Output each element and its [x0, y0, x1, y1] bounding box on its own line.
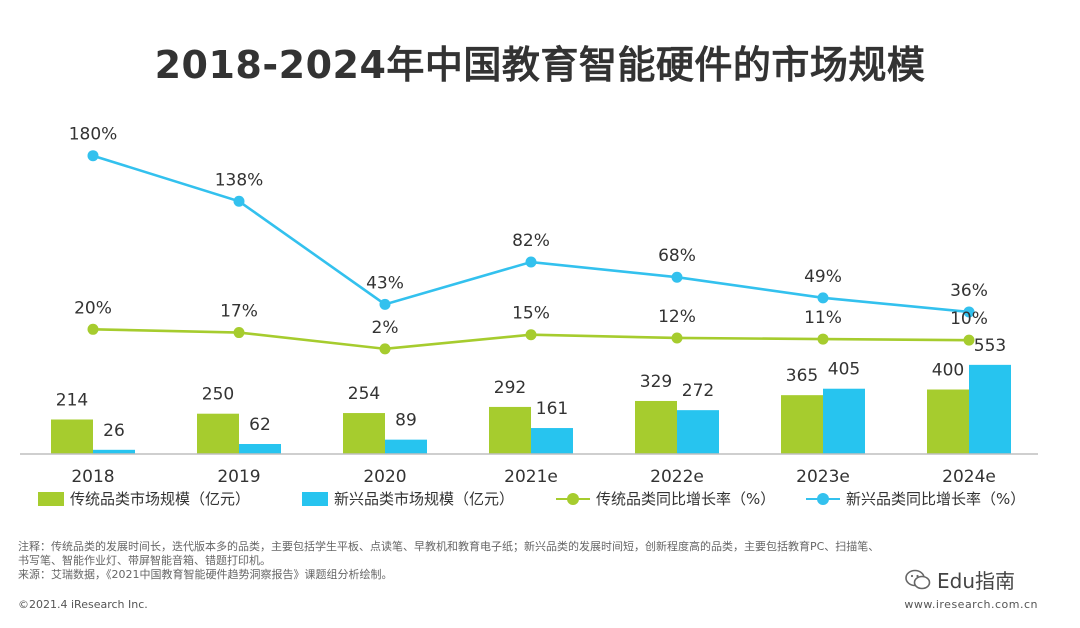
bar-traditional-2020	[343, 413, 385, 454]
legend-label: 传统品类市场规模（亿元）	[70, 490, 251, 508]
emerging-growth-label: 82%	[512, 231, 550, 251]
copyright: ©2021.4 iResearch Inc.	[18, 598, 148, 611]
bar-traditional-2021e	[489, 406, 531, 454]
bar-traditional-2024e	[927, 389, 969, 454]
bar-label-traditional: 214	[56, 391, 88, 411]
website-url: www.iresearch.com.cn	[904, 598, 1038, 611]
bar-traditional-2018	[51, 419, 93, 454]
bar-emerging-2022e	[677, 410, 719, 454]
emerging-growth-label: 36%	[950, 281, 988, 301]
emerging-growth-label: 43%	[366, 273, 404, 293]
x-tick-label: 2023e	[796, 467, 850, 487]
emerging-growth-point	[817, 292, 829, 304]
bar-label-emerging: 62	[249, 415, 271, 435]
bar-label-emerging: 161	[536, 399, 568, 419]
emerging-growth-point	[379, 298, 391, 310]
watermark-text: Edu指南	[937, 569, 1016, 593]
emerging-growth-label: 180%	[69, 125, 118, 145]
bar-label-emerging: 272	[682, 381, 714, 401]
emerging-growth-point	[233, 195, 245, 207]
emerging-growth-label: 138%	[215, 170, 264, 190]
bar-traditional-2022e	[635, 400, 677, 454]
traditional-growth-label: 2%	[372, 318, 399, 338]
x-tick-label: 2018	[71, 467, 114, 487]
legend-label: 新兴品类同比增长率（%）	[846, 490, 1026, 508]
legend-swatch-blue-bar	[302, 492, 328, 506]
emerging-growth-label: 68%	[658, 246, 696, 266]
legend-swatch-green-dot	[567, 493, 579, 505]
emerging-growth-point	[963, 306, 975, 318]
wechat-icon	[905, 569, 931, 589]
labels: 214 26 2018 250 62 2019 254 89 2020 292 161 2021e 32…	[56, 125, 1006, 487]
emerging-growth-point	[87, 150, 99, 162]
x-tick-label: 2020	[363, 467, 406, 487]
bar-label-traditional: 400	[932, 361, 964, 381]
emerging-growth-label: 49%	[804, 267, 842, 287]
traditional-growth-point	[817, 333, 829, 345]
traditional-growth-label: 10%	[950, 309, 988, 329]
traditional-growth-label: 17%	[220, 302, 258, 322]
legend: 传统品类市场规模（亿元） 新兴品类市场规模（亿元） 传统品类同比增长率（%） 新…	[38, 489, 1056, 509]
bar-label-emerging: 26	[103, 421, 125, 441]
legend-swatch-blue-dot	[817, 493, 829, 505]
legend-emerging-growth: 新兴品类同比增长率（%）	[806, 489, 1056, 509]
bar-label-traditional: 365	[786, 366, 818, 386]
traditional-growth-point	[233, 327, 245, 339]
traditional-growth-label: 12%	[658, 307, 696, 327]
legend-label: 新兴品类市场规模（亿元）	[334, 490, 515, 508]
bar-emerging-2023e	[823, 388, 865, 454]
bar-emerging-2024e	[969, 364, 1011, 454]
bar-traditional-2023e	[781, 395, 823, 454]
growth-lines	[87, 150, 975, 355]
chart-notes: 注释：传统品类的发展时间长，迭代版本多的品类，主要包括学生平板、点读笔、早教机和…	[18, 540, 1058, 582]
traditional-growth-point	[525, 329, 537, 341]
bar-emerging-2021e	[531, 428, 573, 454]
legend-traditional-size: 传统品类市场规模（亿元）	[38, 489, 302, 509]
traditional-growth-point	[963, 334, 975, 346]
bar-traditional-2019	[197, 413, 239, 454]
bar-label-traditional: 250	[202, 385, 234, 405]
watermark: Edu指南	[905, 565, 1015, 594]
chart-title: 2018-2024年中国教育智能硬件的市场规模	[154, 43, 926, 87]
bar-label-traditional: 254	[348, 384, 380, 404]
bar-label-emerging: 89	[395, 411, 417, 431]
note-line-3: 来源：艾瑞数据，《2021中国教育智能硬件趋势洞察报告》课题组分析绘制。	[18, 568, 393, 581]
legend-label: 传统品类同比增长率（%）	[596, 490, 776, 508]
traditional-growth-point	[671, 332, 683, 344]
traditional-growth-point	[379, 343, 391, 355]
x-tick-label: 2022e	[650, 467, 704, 487]
legend-swatch-green-bar	[38, 492, 64, 506]
x-tick-label: 2021e	[504, 467, 558, 487]
bar-label-traditional: 292	[494, 378, 526, 398]
note-line-1: 注释：传统品类的发展时间长，迭代版本多的品类，主要包括学生平板、点读笔、早教机和…	[18, 540, 880, 553]
emerging-growth-point	[671, 271, 683, 283]
legend-traditional-growth: 传统品类同比增长率（%）	[556, 489, 806, 509]
emerging-growth-point	[525, 256, 537, 268]
traditional-growth-label: 11%	[804, 308, 842, 328]
note-line-2: 书写笔、智能作业灯、带屏智能音箱、错题打印机。	[18, 554, 271, 567]
x-tick-label: 2024e	[942, 467, 996, 487]
bar-emerging-2019	[239, 444, 281, 454]
bar-label-emerging: 405	[828, 360, 860, 380]
traditional-growth-label: 15%	[512, 304, 550, 324]
x-tick-label: 2019	[217, 467, 260, 487]
bars	[51, 364, 1011, 454]
bar-emerging-2018	[93, 449, 135, 454]
bar-emerging-2020	[385, 439, 427, 454]
bar-label-traditional: 329	[640, 372, 672, 392]
traditional-growth-point	[87, 323, 99, 335]
traditional-growth-label: 20%	[74, 298, 112, 318]
legend-emerging-size: 新兴品类市场规模（亿元）	[302, 489, 556, 509]
bar-label-emerging: 553	[974, 336, 1006, 356]
